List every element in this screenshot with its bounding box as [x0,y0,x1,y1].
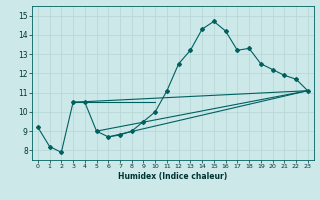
X-axis label: Humidex (Indice chaleur): Humidex (Indice chaleur) [118,172,228,181]
